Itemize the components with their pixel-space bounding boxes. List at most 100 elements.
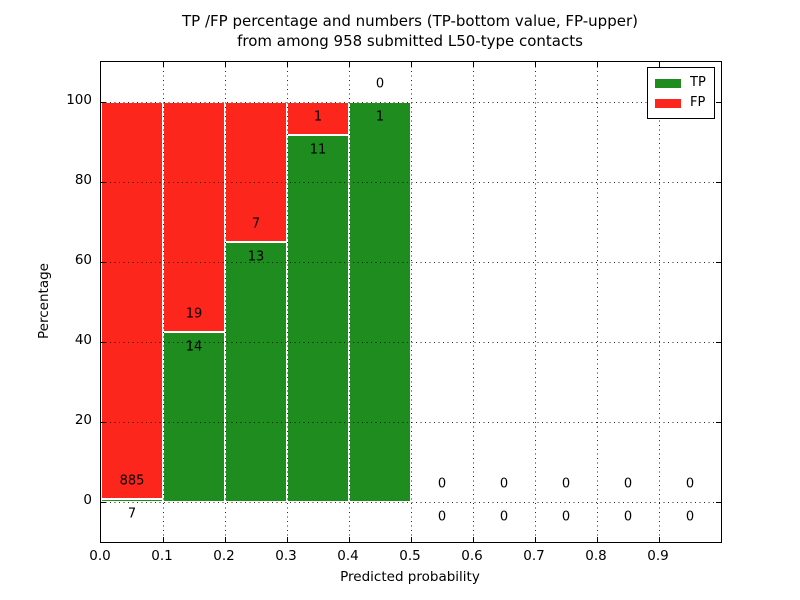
x-tick-label: 0.9	[647, 548, 669, 564]
x-tick-mark-top	[163, 62, 165, 67]
gridline-vertical	[597, 62, 598, 542]
chart-title-line2: from among 958 submitted L50-type contac…	[237, 32, 583, 50]
y-tick-mark-right	[716, 422, 721, 424]
x-tick-label: 0.0	[89, 548, 111, 564]
y-tick-mark	[101, 502, 106, 504]
x-tick-mark	[597, 537, 599, 542]
x-tick-mark-top	[597, 62, 599, 67]
bar-segment-tp	[225, 242, 287, 502]
legend-entry-tp: TP	[648, 75, 714, 91]
y-tick-label: 20	[74, 412, 92, 428]
x-tick-mark-top	[659, 62, 661, 67]
x-tick-label: 0.5	[399, 548, 421, 564]
gridline-horizontal	[101, 102, 721, 103]
y-tick-mark-right	[716, 502, 721, 504]
x-tick-mark-top	[349, 62, 351, 67]
y-tick-label: 0	[83, 492, 92, 508]
y-axis-label: Percentage	[36, 263, 52, 339]
bar-segment-tp	[349, 102, 411, 502]
x-tick-mark-top	[535, 62, 537, 67]
legend-label-tp: TP	[690, 75, 706, 90]
tp-count-label: 13	[247, 249, 265, 265]
legend: TP FP	[647, 67, 715, 119]
x-tick-mark	[349, 537, 351, 542]
gridline-horizontal	[101, 502, 721, 503]
chart-title-line1: TP /FP percentage and numbers (TP-bottom…	[182, 12, 638, 30]
fp-count-label: 0	[561, 476, 571, 492]
tp-count-label: 0	[437, 509, 447, 525]
plot-canvas: 885 7 19 14 7 13 1 11 0 1 0 0 0 0 0 0 0 0 0 0	[101, 62, 721, 542]
y-tick-mark	[101, 262, 106, 264]
gridline-vertical	[349, 62, 350, 542]
bar-segment-tp	[163, 332, 225, 502]
y-tick-mark-right	[716, 182, 721, 184]
gridline-horizontal	[101, 342, 721, 343]
y-tick-label: 60	[74, 252, 92, 268]
x-tick-label: 0.1	[151, 548, 173, 564]
y-tick-mark-right	[716, 342, 721, 344]
gridline-vertical	[225, 62, 226, 542]
gridline-vertical	[659, 62, 660, 542]
tp-count-label: 1	[375, 109, 385, 125]
fp-count-label: 885	[119, 473, 145, 489]
bar-segment-tp	[101, 498, 163, 502]
tp-count-label: 0	[685, 509, 695, 525]
x-tick-label: 0.6	[461, 548, 483, 564]
x-tick-mark	[473, 537, 475, 542]
fp-count-label: 19	[185, 306, 203, 322]
y-tick-mark	[101, 422, 106, 424]
y-tick-label: 100	[66, 92, 92, 108]
bar-segment-fp	[163, 102, 225, 333]
x-tick-mark	[287, 537, 289, 542]
x-tick-mark	[163, 537, 165, 542]
fp-count-label: 0	[499, 476, 509, 492]
x-tick-mark	[225, 537, 227, 542]
gridline-vertical	[535, 62, 536, 542]
x-tick-mark-top	[225, 62, 227, 67]
gridline-vertical	[163, 62, 164, 542]
chart-title: TP /FP percentage and numbers (TP-bottom…	[100, 11, 720, 51]
x-tick-label: 0.8	[585, 548, 607, 564]
bar-segment-fp	[225, 102, 287, 242]
gridline-horizontal	[101, 422, 721, 423]
fp-count-label: 0	[437, 476, 447, 492]
y-tick-mark	[101, 342, 106, 344]
tp-count-label: 11	[309, 142, 327, 158]
x-tick-label: 0.3	[275, 548, 297, 564]
x-tick-mark-top	[473, 62, 475, 67]
y-tick-mark-right	[716, 262, 721, 264]
gridline-horizontal	[101, 182, 721, 183]
tp-count-label: 7	[127, 506, 137, 522]
y-tick-label: 40	[74, 332, 92, 348]
x-tick-mark	[659, 537, 661, 542]
gridline-horizontal	[101, 262, 721, 263]
gridline-vertical	[473, 62, 474, 542]
tp-count-label: 14	[185, 339, 203, 355]
legend-swatch-fp	[655, 98, 681, 108]
x-axis-label: Predicted probability	[340, 569, 480, 585]
y-tick-mark-right	[716, 102, 721, 104]
fp-count-label: 0	[685, 476, 695, 492]
x-tick-label: 0.4	[337, 548, 359, 564]
legend-label-fp: FP	[690, 95, 706, 110]
legend-entry-fp: FP	[648, 95, 714, 111]
bar-segment-tp	[287, 135, 349, 502]
x-tick-label: 0.2	[213, 548, 235, 564]
y-tick-mark	[101, 182, 106, 184]
y-tick-mark	[101, 102, 106, 104]
x-tick-mark-top	[411, 62, 413, 67]
x-tick-mark	[411, 537, 413, 542]
tp-count-label: 0	[623, 509, 633, 525]
tp-count-label: 0	[499, 509, 509, 525]
gridline-vertical	[287, 62, 288, 542]
fp-count-label: 1	[313, 109, 323, 125]
gridline-vertical	[411, 62, 412, 542]
bar-segment-fp	[101, 102, 163, 499]
x-tick-label: 0.7	[523, 548, 545, 564]
x-tick-mark-top	[287, 62, 289, 67]
legend-swatch-tp	[655, 78, 681, 88]
fp-count-label: 7	[251, 216, 261, 232]
x-tick-mark	[535, 537, 537, 542]
y-tick-label: 80	[74, 172, 92, 188]
